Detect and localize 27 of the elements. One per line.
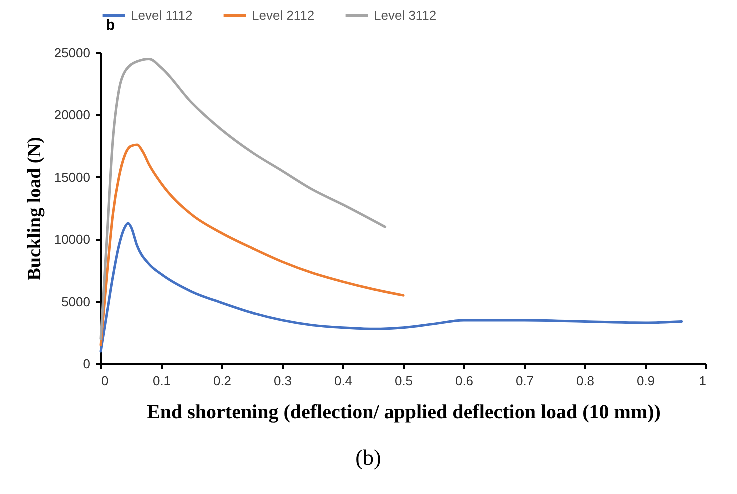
line-series [100, 222, 684, 353]
x-tick-label: 0.4 [334, 374, 353, 388]
x-tick-label: 0 [102, 374, 109, 388]
x-tick-label: 0.5 [394, 374, 414, 388]
y-axis-title: Buckling load (N) [24, 137, 46, 281]
x-tick-label: 0.3 [274, 374, 292, 388]
y-tick-label: 15000 [54, 170, 90, 185]
y-tick-label: 0 [83, 356, 90, 372]
chart-title: b [106, 17, 116, 34]
line-series [100, 58, 387, 340]
text: (b) [354, 445, 382, 471]
x-tick-label: 1 [699, 374, 706, 388]
y-tick-label: 20000 [54, 108, 90, 123]
y-tick-label: 5000 [62, 294, 90, 310]
x-tick-label: 0.6 [455, 374, 474, 388]
legend-label: Level 3112 [374, 8, 437, 23]
x-tick-label: 0.8 [576, 374, 595, 388]
x-tick-label: 0.2 [213, 374, 232, 388]
y-tick-label: 25000 [54, 46, 90, 60]
legend-label: Level 1112 [131, 8, 193, 23]
x-tick-label: 0.1 [152, 374, 172, 388]
x-tick-label: 0.7 [516, 374, 534, 388]
legend-label: Level 2112 [252, 8, 315, 23]
y-tick-label: 10000 [54, 232, 90, 248]
x-axis-title: End shortening (deflection/ applied deflection load (10 mm)) [147, 402, 661, 424]
x-tick-label: 0.9 [636, 374, 656, 388]
line-series [100, 144, 405, 347]
